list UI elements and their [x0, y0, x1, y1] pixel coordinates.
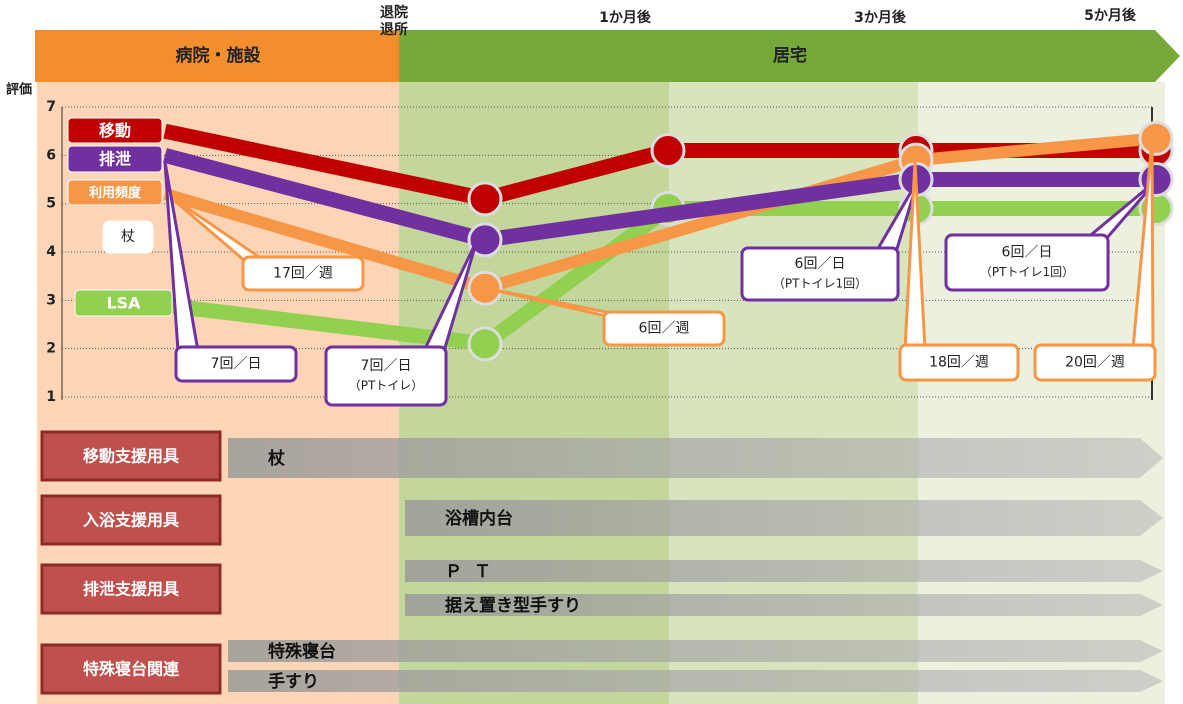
equipment-category-box [40, 563, 222, 615]
data-point [467, 326, 503, 362]
series-label: LSA [106, 294, 141, 313]
phase-label: 居宅 [773, 45, 807, 66]
series-label-box [67, 117, 163, 144]
callout-text: 杖 [121, 229, 135, 245]
phase-label: 病院・施設 [176, 45, 262, 66]
callout-text: 7回／日 [211, 356, 262, 372]
series-label-box [67, 179, 163, 206]
equipment-item: ＰＴ [445, 562, 503, 582]
callout-box [898, 343, 1020, 382]
callout-text: 18回／週 [929, 355, 989, 371]
equipment-category: 入浴支援用具 [83, 511, 179, 530]
timeline-arrow [228, 438, 1163, 478]
timeline-arrow [405, 594, 1163, 616]
equipment-item: 特殊寝台 [268, 641, 336, 662]
milestone-label: 5か月後 [1084, 7, 1137, 24]
y-axis-label: 評価 [6, 82, 32, 98]
timeline-arrow [405, 560, 1163, 582]
milestone-label: 退所 [380, 21, 408, 38]
equipment-item: 杖 [268, 448, 285, 469]
y-tick-label: 1 [46, 389, 56, 405]
equipment-category-box [40, 643, 222, 695]
callout-text: 20回／週 [1065, 355, 1125, 371]
y-tick-label: 6 [46, 147, 56, 163]
callout-box [740, 246, 900, 302]
equipment-category-box [40, 494, 222, 546]
equipment-category: 移動支援用具 [83, 447, 179, 466]
callout-box [944, 233, 1110, 292]
phase-bar-hospital [35, 30, 401, 82]
data-point [467, 181, 503, 217]
callout-text: （PTトイレ） [349, 379, 424, 393]
equipment-category-box [40, 430, 222, 482]
equipment-item: 手すり [268, 671, 319, 692]
timeline-arrow [228, 670, 1163, 692]
callout-text: （PTトイレ1回） [773, 277, 867, 291]
equipment-category: 特殊寝台関連 [83, 660, 180, 679]
milestone-label: 1か月後 [599, 9, 652, 26]
callout-box [324, 345, 448, 407]
callout-text: 6回／日 [795, 256, 846, 272]
timeline-arrow [228, 640, 1163, 662]
y-tick-label: 7 [46, 99, 56, 115]
callout-box [1033, 343, 1157, 382]
y-tick-label: 4 [46, 244, 56, 260]
callout-text: （PTトイレ1回） [980, 265, 1074, 279]
series-line [163, 148, 1156, 248]
callout-box [102, 220, 154, 254]
callout-text: 6回／週 [639, 321, 690, 337]
equipment-category: 排泄支援用具 [83, 580, 179, 599]
data-point [650, 133, 686, 168]
callout-text: 7回／日 [361, 358, 412, 374]
y-tick-label: 3 [46, 292, 56, 308]
phase-bar-home [399, 30, 1180, 82]
series-label-box [74, 289, 173, 317]
data-point [1138, 120, 1174, 156]
y-tick-label: 5 [46, 196, 56, 212]
equipment-item: 据え置き型手すり [445, 595, 581, 616]
callout-text: 17回／週 [273, 266, 333, 282]
callout-box [241, 255, 365, 292]
series-label: 排泄 [99, 150, 131, 169]
series-label-box [67, 145, 163, 173]
equipment-item: 浴槽内台 [445, 508, 513, 529]
callout-box [174, 345, 298, 383]
timeline-arrow [405, 500, 1163, 536]
callout-text: 6回／日 [1002, 245, 1053, 261]
y-tick-label: 2 [46, 341, 56, 357]
callout-box [602, 310, 726, 347]
data-point [467, 222, 503, 258]
series-label: 利用頻度 [89, 185, 142, 201]
series-line [163, 132, 1157, 295]
milestone-label: 退院 [380, 4, 408, 21]
milestone-label: 3か月後 [854, 9, 907, 26]
series-label: 移動 [99, 121, 131, 140]
